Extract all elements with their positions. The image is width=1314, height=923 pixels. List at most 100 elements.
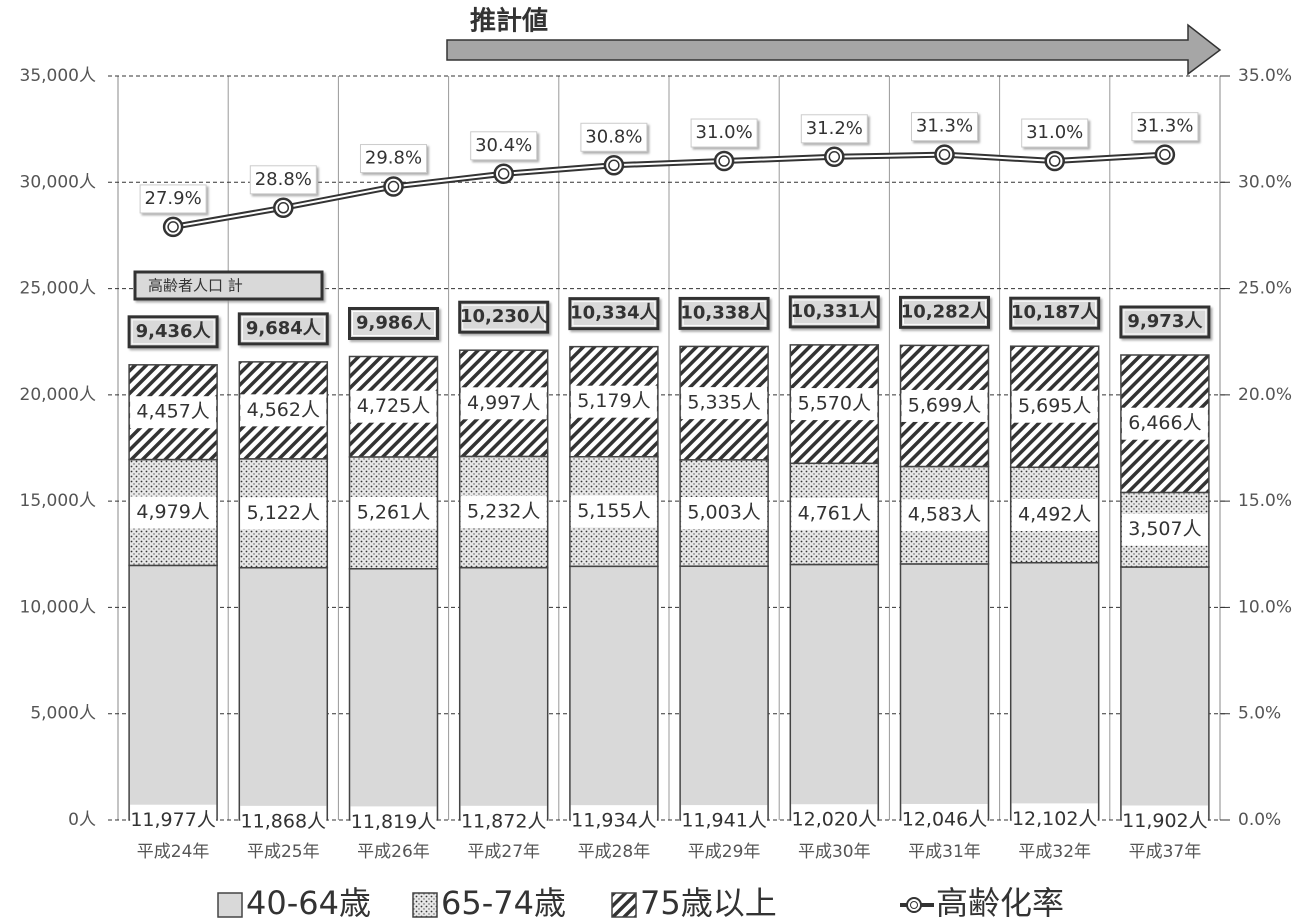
label-bg [1011, 803, 1098, 836]
label-bg [901, 803, 988, 836]
label-bg [1011, 390, 1098, 423]
totals-legend-label: 高齢者人口 計 [148, 277, 243, 295]
rate-label-bg [470, 131, 538, 161]
label-bg [350, 806, 437, 839]
label-bg [130, 804, 217, 837]
x-tick-label: 平成25年 [247, 842, 320, 862]
y-tick-label: 35,000人 [20, 66, 96, 86]
data-label: 4,979人 [136, 501, 209, 523]
label-bg [130, 496, 217, 529]
data-label: 5,695人 [1018, 395, 1091, 417]
data-label: 11,868人 [241, 810, 326, 832]
y2-tick-label: 0.0% [1238, 810, 1281, 830]
total-box [237, 312, 329, 346]
total-box [1009, 296, 1101, 330]
total-box-inner [352, 310, 435, 336]
total-box [678, 296, 770, 330]
total-label: 10,334人 [570, 303, 658, 324]
bar-segment [899, 563, 990, 821]
label-bg [240, 394, 327, 427]
label-bg [460, 805, 547, 838]
rate-label-bg [580, 122, 648, 152]
rate-label: 27.9% [145, 188, 202, 209]
rate-label-bg [911, 112, 978, 142]
data-label: 12,046人 [902, 808, 987, 830]
bar-segment [789, 563, 880, 821]
rate-label-bg [360, 144, 427, 174]
data-label: 11,902人 [1122, 810, 1207, 832]
label-bg [791, 804, 878, 837]
total-label: 10,331人 [791, 301, 879, 322]
rate-label: 31.0% [696, 122, 753, 143]
data-label: 12,020人 [792, 809, 877, 831]
data-label: 5,335人 [687, 392, 760, 414]
total-box-inner [903, 299, 986, 325]
x-tick-label: 平成29年 [688, 842, 761, 862]
rate-label: 31.0% [1026, 122, 1083, 143]
bar-segment [458, 566, 549, 821]
label-bg [570, 805, 657, 838]
total-box-inner [1123, 309, 1207, 335]
rate-marker-inner [938, 148, 951, 161]
rate-marker-inner [497, 168, 510, 180]
rate-marker-inner [608, 159, 620, 172]
total-box-inner [131, 319, 215, 345]
y-tick-label: 30,000人 [20, 172, 96, 192]
total-box [348, 306, 439, 340]
y2-tick-label: 25.0% [1238, 279, 1292, 299]
legend-swatch [217, 892, 243, 918]
label-bg [681, 496, 768, 529]
totals-legend-box [133, 270, 324, 301]
y2-tick-label: 10.0% [1238, 597, 1292, 617]
rate-label: 31.2% [806, 118, 863, 139]
rate-label-bg [690, 118, 758, 148]
total-box-inner [682, 300, 766, 326]
total-label: 10,230人 [460, 306, 548, 327]
legend-label: 高齢化率 [936, 884, 1064, 922]
x-tick-label: 平成31年 [908, 842, 981, 862]
rate-label: 30.8% [585, 126, 642, 147]
label-bg [1011, 499, 1098, 532]
bar-segment [238, 566, 329, 821]
y-tick-label: 10,000人 [20, 597, 96, 617]
x-tick-label: 平成37年 [1129, 842, 1202, 862]
rate-label-bg [1131, 112, 1199, 142]
x-tick-label: 平成28年 [578, 842, 651, 862]
rate-label: 30.4% [475, 135, 532, 156]
total-box-inner [462, 304, 546, 330]
label-bg [350, 390, 437, 423]
label-bg [240, 805, 327, 838]
rate-label-bg [139, 184, 207, 214]
total-box [1119, 305, 1211, 339]
label-bg [1121, 407, 1208, 440]
rate-marker-inner [1048, 155, 1061, 167]
data-label: 11,941人 [681, 810, 766, 832]
total-box-inner [792, 299, 876, 325]
x-tick-label: 平成27年 [467, 842, 540, 862]
data-label: 3,507人 [1128, 518, 1201, 540]
label-bg [681, 387, 768, 420]
total-label: 9,973人 [1127, 311, 1203, 332]
label-bg [460, 387, 547, 420]
bar-segment [348, 568, 439, 821]
label-bg [791, 388, 878, 421]
data-label: 5,699人 [908, 394, 981, 416]
y2-tick-label: 5.0% [1238, 704, 1281, 724]
label-bg [1121, 805, 1208, 838]
rate-marker-inner [1159, 148, 1171, 161]
label-bg [240, 497, 327, 530]
data-label: 4,457人 [136, 401, 209, 423]
data-label: 4,997人 [467, 392, 540, 414]
rate-marker-inner [718, 155, 730, 167]
data-label: 4,761人 [798, 502, 871, 524]
rate-label: 28.8% [255, 169, 312, 190]
rate-label-bg [1021, 118, 1089, 148]
legend-label: 65-74歳 [441, 884, 566, 922]
y-tick-label: 20,000人 [20, 385, 96, 405]
rate-label: 31.3% [916, 116, 973, 137]
data-label: 4,725人 [357, 395, 430, 417]
label-bg [570, 495, 657, 528]
data-label: 5,003人 [687, 501, 760, 523]
y-tick-label: 5,000人 [30, 704, 96, 724]
total-label: 9,684人 [246, 318, 322, 339]
